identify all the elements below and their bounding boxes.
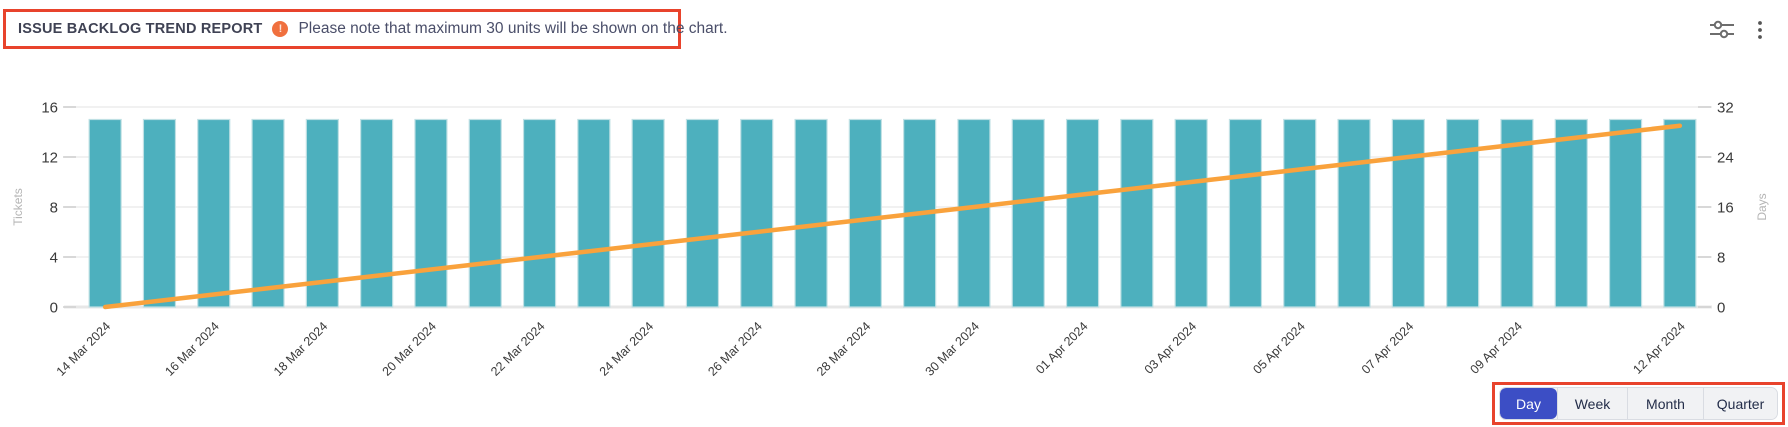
x-axis-label: 24 Mar 2024 bbox=[597, 319, 657, 379]
x-axis-label: 03 Apr 2024 bbox=[1142, 319, 1200, 377]
x-axis-label: 28 Mar 2024 bbox=[814, 319, 874, 379]
period-button-day[interactable]: Day bbox=[1500, 388, 1557, 419]
x-axis-label: 18 Mar 2024 bbox=[271, 319, 331, 379]
bar-09 Apr 2024 bbox=[1500, 118, 1534, 308]
bar-22 Mar 2024 bbox=[522, 118, 557, 308]
svg-text:8: 8 bbox=[1717, 250, 1725, 267]
svg-text:0: 0 bbox=[1717, 300, 1725, 317]
annotation-box-period-toggle: Day Week Month Quarter bbox=[1492, 382, 1785, 425]
x-axis-label: 12 Apr 2024 bbox=[1630, 319, 1688, 377]
x-axis-label: 22 Mar 2024 bbox=[488, 319, 548, 379]
bar-12 Apr 2024 bbox=[1663, 118, 1697, 308]
svg-text:24: 24 bbox=[1717, 150, 1734, 167]
x-axis-label: 01 Apr 2024 bbox=[1033, 319, 1091, 377]
bar-01 Apr 2024 bbox=[1065, 118, 1100, 308]
svg-text:Days: Days bbox=[1755, 193, 1769, 220]
bar-07 Apr 2024 bbox=[1391, 118, 1425, 308]
svg-text:12: 12 bbox=[41, 150, 58, 167]
max-units-note: Please note that maximum 30 units will b… bbox=[298, 20, 728, 37]
bar-30 Mar 2024 bbox=[957, 118, 991, 308]
bar-31 Mar 2024 bbox=[1011, 118, 1045, 308]
bar-21 Mar 2024 bbox=[468, 118, 502, 308]
x-axis-label: 20 Mar 2024 bbox=[380, 319, 440, 379]
svg-text:4: 4 bbox=[50, 250, 58, 267]
bar-25 Mar 2024 bbox=[685, 118, 720, 308]
sliders-icon bbox=[1709, 20, 1735, 44]
period-button-week[interactable]: Week bbox=[1557, 388, 1627, 419]
bar-10 Apr 2024 bbox=[1554, 118, 1588, 308]
more-options-button[interactable] bbox=[1751, 17, 1769, 43]
bar-20 Mar 2024 bbox=[414, 118, 448, 308]
chart-filters-button[interactable] bbox=[1709, 19, 1735, 41]
kebab-menu-icon bbox=[1751, 21, 1769, 46]
alert-icon: ! bbox=[272, 21, 289, 37]
days-trend-line bbox=[102, 123, 1683, 310]
bar-28 Mar 2024 bbox=[848, 118, 882, 308]
bar-23 Mar 2024 bbox=[577, 118, 611, 308]
x-axis-label: 07 Apr 2024 bbox=[1359, 319, 1417, 377]
bar-27 Mar 2024 bbox=[794, 118, 828, 308]
x-axis-label: 30 Mar 2024 bbox=[923, 319, 983, 379]
bar-15 Mar 2024 bbox=[142, 118, 177, 308]
x-axis-label: 16 Mar 2024 bbox=[162, 319, 222, 379]
x-axis-label: 09 Apr 2024 bbox=[1467, 319, 1525, 377]
x-axis-label: 05 Apr 2024 bbox=[1250, 319, 1308, 377]
period-button-quarter[interactable]: Quarter bbox=[1703, 388, 1777, 419]
bar-24 Mar 2024 bbox=[631, 118, 665, 308]
svg-text:32: 32 bbox=[1717, 100, 1734, 117]
bar-17 Mar 2024 bbox=[251, 118, 285, 308]
bar-26 Mar 2024 bbox=[740, 118, 774, 308]
bar-16 Mar 2024 bbox=[197, 118, 231, 308]
svg-text:8: 8 bbox=[50, 200, 58, 217]
bar-04 Apr 2024 bbox=[1228, 118, 1263, 308]
bar-05 Apr 2024 bbox=[1283, 118, 1317, 308]
svg-text:16: 16 bbox=[1717, 200, 1734, 217]
x-axis-label: 26 Mar 2024 bbox=[705, 319, 765, 379]
trend-chart: 0 0 4 8 8 16 12 24 16 32 Tickets Days 14 Mar 2024 16 … bbox=[11, 100, 1769, 379]
bar-06 Apr 2024 bbox=[1337, 118, 1371, 308]
bar-14 Mar 2024 bbox=[88, 118, 122, 308]
bar-02 Apr 2024 bbox=[1120, 118, 1154, 308]
svg-text:0: 0 bbox=[50, 300, 58, 317]
bar-03 Apr 2024 bbox=[1174, 118, 1208, 308]
svg-text:Tickets: Tickets bbox=[11, 188, 25, 226]
bar-11 Apr 2024 bbox=[1608, 118, 1643, 308]
x-axis-label: 14 Mar 2024 bbox=[54, 319, 114, 379]
page-title: ISSUE BACKLOG TREND REPORT bbox=[18, 21, 263, 37]
period-toggle-group: Day Week Month Quarter bbox=[1499, 387, 1778, 420]
annotation-box-header: ISSUE BACKLOG TREND REPORT ! Please note… bbox=[3, 9, 728, 49]
svg-text:16: 16 bbox=[41, 100, 58, 117]
period-button-month[interactable]: Month bbox=[1627, 388, 1703, 419]
bar-18 Mar 2024 bbox=[305, 118, 339, 308]
